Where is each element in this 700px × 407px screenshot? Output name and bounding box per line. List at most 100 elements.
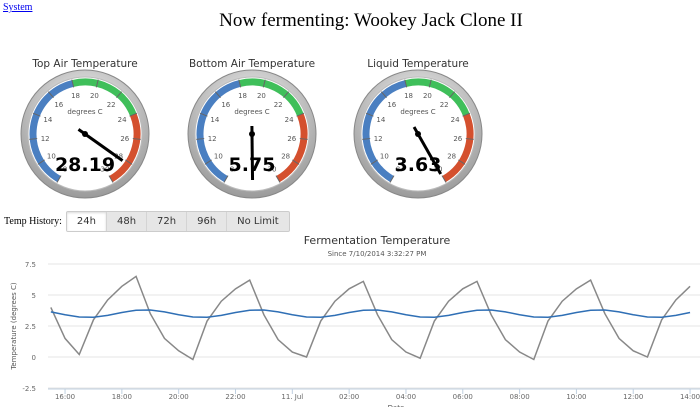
gauge-tick-label: 10 — [214, 153, 223, 161]
gauge-band — [404, 78, 470, 117]
y-tick-label: -2.5 — [22, 385, 36, 393]
gauge-pivot — [82, 131, 88, 137]
y-tick-label: 0 — [32, 354, 36, 362]
gauge-tick — [299, 138, 308, 140]
gauge-band — [196, 80, 241, 183]
gauge-tick-label: 10 — [380, 153, 389, 161]
gauge-band — [71, 78, 137, 117]
x-tick-label: 16:00 — [55, 393, 75, 401]
gauge-tick-label: 18 — [404, 92, 413, 100]
history-buttons: 24h 48h 72h 96h No Limit — [65, 211, 290, 232]
system-link[interactable]: System — [3, 2, 33, 13]
history-button[interactable]: 96h — [187, 212, 228, 231]
chart-title: Fermentation Temperature — [304, 234, 451, 247]
gauge-tick-label: 14 — [43, 116, 52, 124]
x-tick-label: 06:00 — [453, 393, 473, 401]
gauge-tick — [95, 79, 99, 88]
gauge-value: 28.19 — [55, 154, 115, 176]
gauge-tick — [196, 138, 205, 140]
gauge-tick-label: 30 — [101, 166, 110, 174]
series-line — [50, 309, 691, 318]
gauge-tick-label: 16 — [54, 101, 63, 109]
gauge-unit: degrees C — [234, 108, 269, 116]
gauge-tick-label: 22 — [107, 101, 116, 109]
gauge-tick — [238, 79, 242, 88]
gauge-tick-label: 30 — [268, 166, 277, 174]
gauge-tick — [108, 175, 114, 183]
gauge-tick — [275, 175, 281, 183]
gauge-tick-label: 26 — [453, 135, 462, 143]
gauge-tick — [214, 91, 221, 99]
gauge-tick-label: 18 — [71, 92, 80, 100]
gauge-tick-label: 12 — [41, 135, 50, 143]
history-bar: Temp History: 24h 48h 72h 96h No Limit — [4, 211, 290, 232]
gauge-title: Top Air Temperature — [31, 58, 137, 70]
gauge-tick-label: 12 — [374, 135, 383, 143]
y-axis-label: Temperature (degrees C) — [10, 282, 18, 371]
gauge-tick — [362, 138, 371, 140]
gauge-tick-label: 20 — [90, 92, 99, 100]
y-tick-label: 7.5 — [25, 261, 36, 269]
gauge-title: Liquid Temperature — [367, 58, 469, 70]
gauge-pivot — [415, 131, 421, 137]
gauge-tick — [458, 159, 466, 165]
gauge-tick — [223, 175, 229, 183]
gauge-tick — [129, 112, 138, 117]
x-axis-label: Date — [388, 404, 405, 407]
gauge-tick — [29, 138, 38, 140]
x-tick-label: 20:00 — [169, 393, 189, 401]
gauge-unit: degrees C — [400, 108, 435, 116]
gauge-tick — [204, 159, 212, 165]
gauge-tick — [370, 159, 378, 165]
gauge-tick-label: 16 — [221, 101, 230, 109]
gauge-tick — [71, 79, 75, 88]
gauge-tick-label: 22 — [274, 101, 283, 109]
gauge-band — [29, 80, 74, 183]
gauge-tick — [292, 159, 300, 165]
series-line — [50, 275, 691, 361]
gauge-tick-label: 24 — [285, 116, 294, 124]
x-tick-label: 02:00 — [339, 393, 359, 401]
gauge-tick — [47, 91, 54, 99]
y-tick-label: 5 — [32, 292, 36, 300]
gauge-tick — [132, 138, 141, 140]
gauge-tick — [380, 91, 387, 99]
gauge-value: 5.75 — [229, 154, 276, 176]
gauge-tick — [262, 79, 266, 88]
gauge-tick-label: 8 — [63, 166, 67, 174]
gauge-tick-label: 26 — [287, 135, 296, 143]
history-button[interactable]: 72h — [147, 212, 188, 231]
y-tick-label: 2.5 — [25, 323, 36, 331]
gauge-tick-label: 14 — [210, 116, 219, 124]
x-tick-label: 04:00 — [396, 393, 416, 401]
gauge-value: 3.63 — [395, 154, 442, 176]
gauge-tick — [462, 112, 471, 117]
x-tick-label: 22:00 — [225, 393, 245, 401]
history-button[interactable]: 48h — [107, 212, 148, 231]
history-button[interactable]: No Limit — [237, 216, 279, 227]
gauge-tick — [37, 159, 45, 165]
x-tick-label: 12:00 — [623, 393, 643, 401]
gauge-tick — [125, 159, 133, 165]
history-button[interactable]: 24h — [66, 212, 107, 231]
gauge-unit: degrees C — [67, 108, 102, 116]
gauge-tick-label: 8 — [230, 166, 234, 174]
gauge-tick — [449, 91, 456, 99]
gauge-tick-label: 22 — [440, 101, 449, 109]
gauge-band — [238, 78, 304, 117]
gauge-tick — [116, 91, 123, 99]
x-tick-label: 11. Jul — [281, 393, 303, 401]
gauge-tick-label: 10 — [47, 153, 56, 161]
gauge-title: Bottom Air Temperature — [189, 58, 315, 70]
gauge-tick-label: 24 — [118, 116, 127, 124]
gauge-tick-label: 12 — [208, 135, 217, 143]
gauge-tick — [404, 79, 408, 88]
gauge-band — [276, 113, 308, 183]
gauge-tick-label: 28 — [447, 153, 456, 161]
gauge-tick-label: 20 — [257, 92, 266, 100]
gauge-tick-label: 14 — [376, 116, 385, 124]
history-label: Temp History: — [4, 216, 62, 227]
gauge-tick — [283, 91, 290, 99]
